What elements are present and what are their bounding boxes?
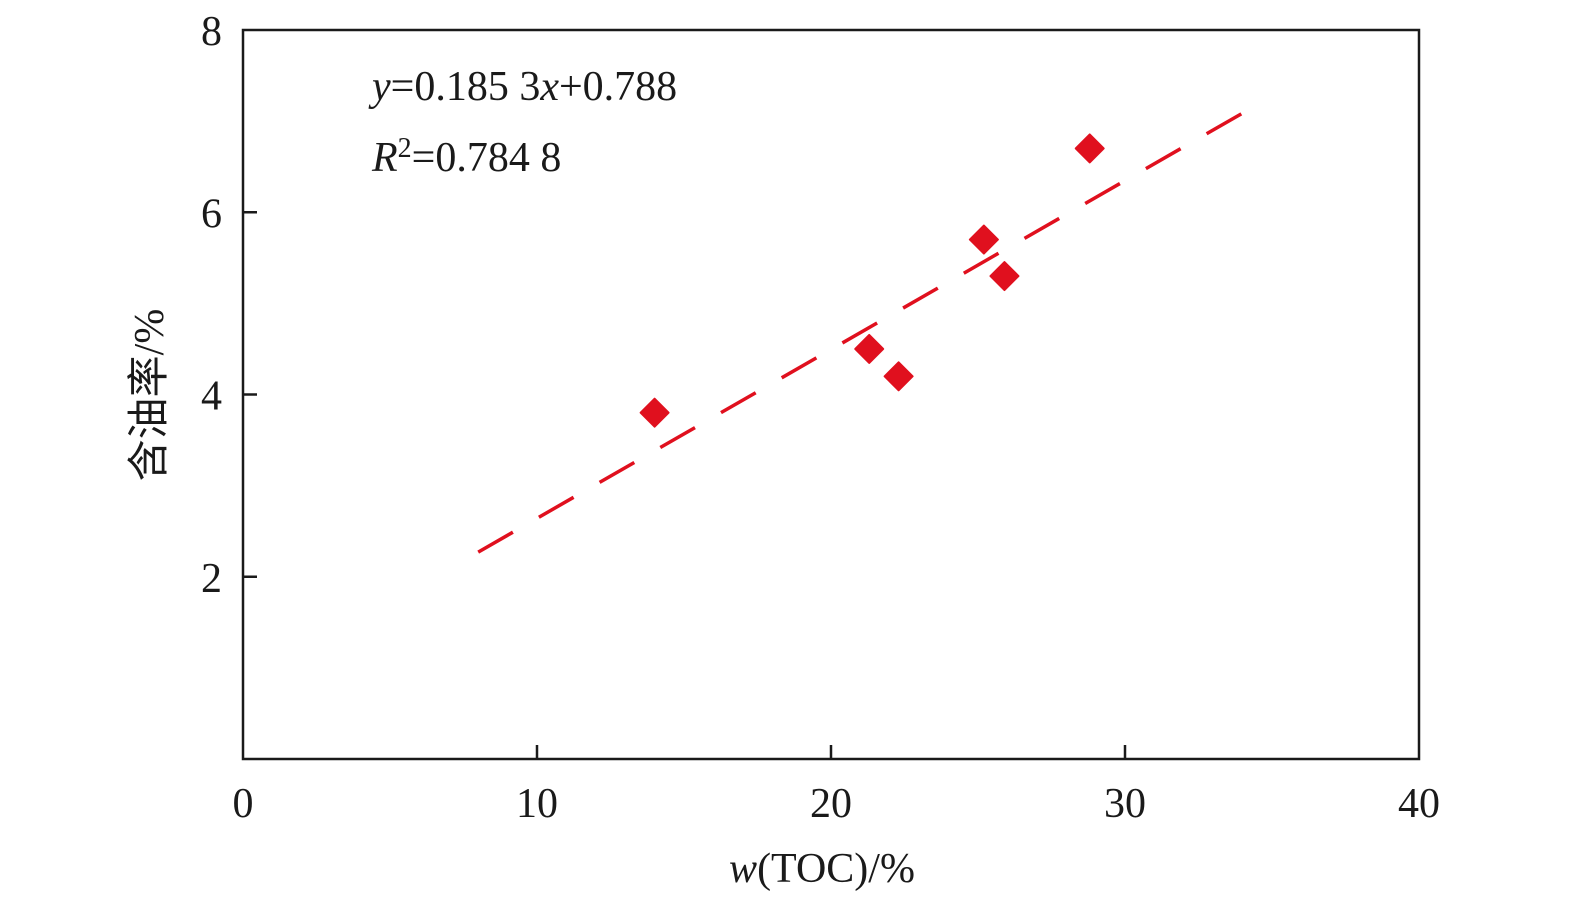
x-tick-label: 30 [1104,781,1146,827]
x-tick-label: 40 [1398,781,1440,827]
data-point [883,361,914,392]
x-tick-label: 20 [810,781,852,827]
data-point [639,397,670,428]
x-tick-label: 10 [516,781,558,827]
y-tick-label: 8 [201,9,222,55]
y-axis-ticks: 2 4 6 8 [201,9,257,602]
equation-label: y=0.185 3x+0.788 [368,64,677,110]
y-tick-label: 6 [201,191,222,237]
data-points [639,133,1105,428]
r-squared-label: R2=0.784 8 [371,133,561,181]
data-point [989,261,1020,292]
x-tick-label: 0 [233,781,254,827]
trendline-group [477,111,1244,554]
x-axis-label: w(TOC)/% [729,846,915,892]
y-tick-label: 2 [201,556,222,602]
y-tick-label: 4 [201,374,222,420]
data-point [968,224,999,255]
trendline [477,111,1244,554]
data-point [854,333,885,364]
data-point [1074,133,1105,164]
y-axis-label: 含油率/% [126,309,173,482]
x-axis-ticks: 0 10 20 30 40 [233,745,1440,827]
